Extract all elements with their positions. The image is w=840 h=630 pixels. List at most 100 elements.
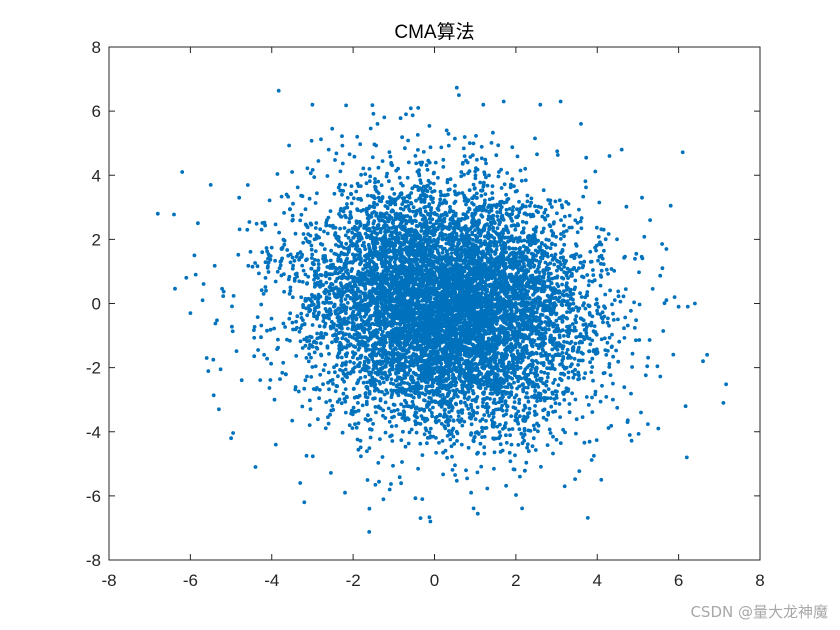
data-point [568,302,573,306]
data-point [567,325,571,330]
data-point [577,377,581,381]
data-point [381,497,386,502]
data-point [331,288,335,293]
data-point [599,337,604,342]
data-point [498,210,503,215]
data-point [499,186,504,190]
data-point [409,427,414,432]
data-point [617,339,622,344]
data-point [239,378,244,383]
data-point [601,320,605,325]
data-point [365,385,370,390]
data-point [567,225,572,230]
data-point [581,194,586,199]
data-point [462,419,467,424]
data-point [526,355,531,360]
data-point [414,198,418,203]
data-point [462,217,467,221]
data-point [634,251,639,256]
data-point [333,233,337,237]
data-point [462,172,466,177]
data-point [435,381,440,386]
data-point [487,173,491,178]
data-point [280,370,285,375]
data-point [340,336,345,341]
data-point [541,226,546,231]
data-point [312,277,316,282]
data-point [444,201,449,205]
data-point [215,318,219,323]
data-point [308,407,313,411]
data-point [724,382,728,387]
data-point [309,375,314,379]
data-point [553,389,558,393]
data-point [594,438,599,442]
data-point [576,372,581,377]
data-point [510,376,515,381]
data-point [511,359,515,363]
data-point [426,204,431,209]
data-point [571,301,576,306]
data-point [517,401,522,405]
data-point [535,351,539,356]
data-point [256,348,260,352]
data-point [431,393,436,397]
data-point [464,403,469,408]
data-point [512,373,517,378]
data-point [356,333,361,338]
data-point [292,279,297,283]
data-point [252,325,257,329]
data-point [562,398,567,402]
data-point [632,300,636,305]
data-point [259,288,264,293]
data-point [520,383,524,387]
data-point [471,141,476,146]
data-point [560,351,565,355]
data-point [374,353,379,358]
data-point [463,400,467,405]
data-point [562,234,566,239]
data-point [343,399,348,404]
data-point [293,231,298,236]
data-point [457,191,461,196]
data-point [336,185,341,190]
data-point [420,453,425,457]
data-point [394,424,399,428]
data-point [444,349,448,353]
data-point [577,266,581,270]
data-point [596,258,600,263]
data-point [475,405,480,410]
data-point [358,438,363,443]
data-point [313,249,318,254]
data-point [610,332,614,337]
data-point [518,246,523,250]
data-point [469,405,474,410]
data-point [580,274,584,279]
data-point [553,252,558,257]
data-point [516,223,521,228]
data-point [542,370,547,375]
data-point [317,235,321,240]
data-point [395,408,400,412]
data-point [592,453,596,458]
data-point [193,272,198,277]
data-point [213,321,218,326]
data-point [300,346,305,350]
data-point [353,313,357,318]
data-point [439,421,444,426]
data-point [528,204,532,208]
data-point [367,446,372,450]
data-point [562,265,566,269]
data-point [287,143,291,148]
data-point [591,378,595,383]
data-point [507,245,511,250]
data-point [529,200,533,205]
data-point [377,389,382,394]
data-point [388,198,393,203]
data-point [517,427,522,432]
data-point [515,349,520,353]
data-point [467,411,472,416]
data-point [510,208,515,213]
data-point [554,341,559,346]
data-point [418,422,423,426]
